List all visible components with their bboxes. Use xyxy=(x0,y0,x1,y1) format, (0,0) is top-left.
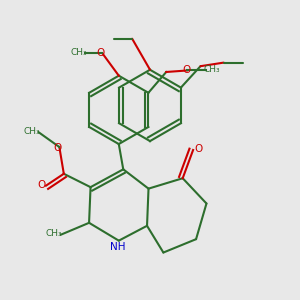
Text: NH: NH xyxy=(110,242,125,252)
Text: O: O xyxy=(53,143,62,153)
Text: O: O xyxy=(97,47,105,58)
Text: CH₃: CH₃ xyxy=(24,127,40,136)
Text: O: O xyxy=(194,144,202,154)
Text: CH₃: CH₃ xyxy=(46,229,63,238)
Text: O: O xyxy=(38,180,46,190)
Text: CH₃: CH₃ xyxy=(71,48,88,57)
Text: O: O xyxy=(182,64,190,75)
Text: CH₃: CH₃ xyxy=(203,65,220,74)
